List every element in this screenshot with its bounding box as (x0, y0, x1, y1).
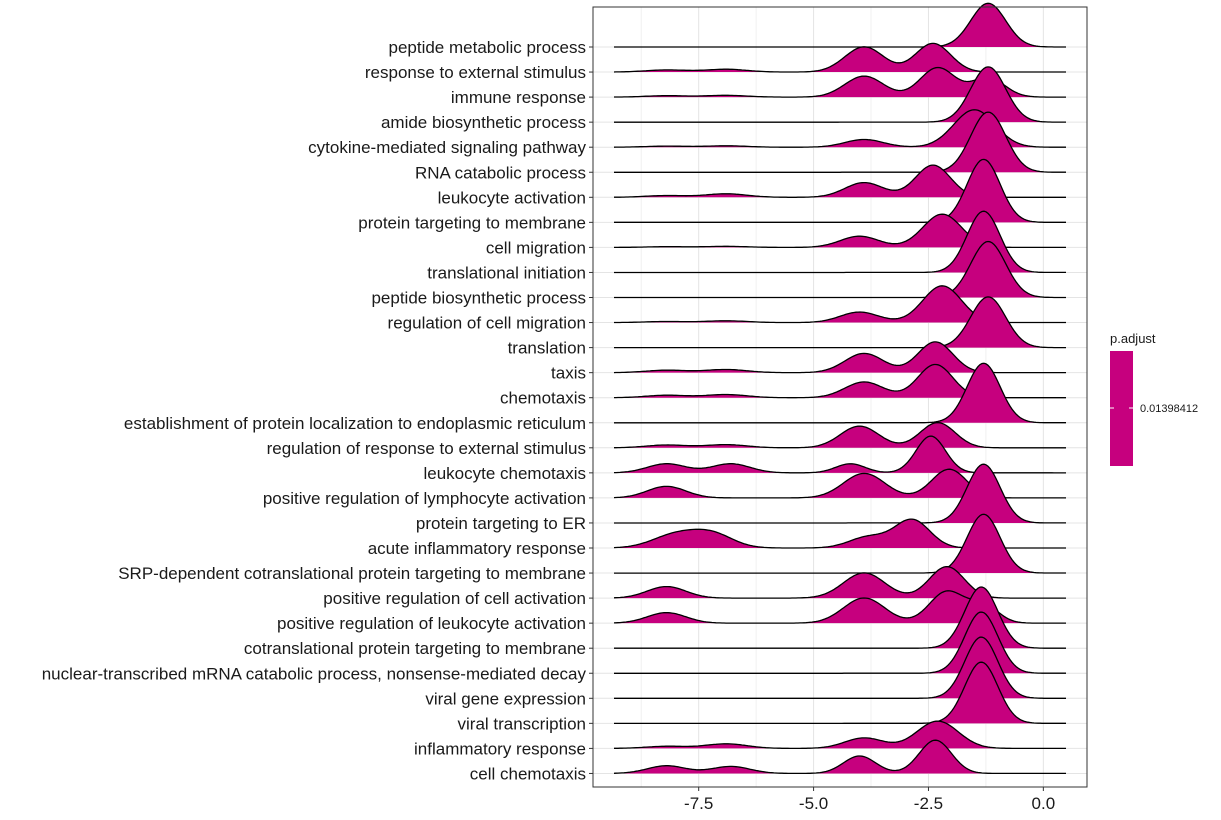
category-label: viral gene expression (425, 689, 586, 708)
ridge-fill (614, 66, 1066, 123)
category-label: cell migration (486, 238, 586, 257)
category-label: regulation of response to external stimu… (267, 439, 586, 458)
category-label: peptide metabolic process (388, 38, 586, 57)
ridge-fill (614, 241, 1066, 298)
category-label: RNA catabolic process (415, 163, 586, 182)
ridge-outline (614, 2, 1066, 48)
ridge-outline (614, 513, 1066, 574)
category-label: translation (508, 339, 586, 358)
ridge-fill (614, 469, 1066, 498)
category-label: leukocyte activation (438, 188, 586, 207)
ridge-fill (614, 464, 1066, 523)
ridge-fill (614, 112, 1066, 173)
legend-color-bar (1110, 351, 1133, 466)
ridge-outline (613, 739, 1066, 775)
ridge-fill (614, 109, 1066, 148)
category-label: cotranslational protein targeting to mem… (244, 639, 586, 658)
category-label: acute inflammatory response (368, 539, 586, 558)
ridge-outline (614, 296, 1066, 349)
ridge-fill (614, 514, 1066, 574)
ridge-outline (614, 210, 1066, 274)
category-label: cytokine-mediated signaling pathway (308, 138, 586, 157)
ridge-fill (614, 363, 1066, 423)
ridge-fill (614, 740, 1066, 774)
ridge-outline (614, 111, 1066, 173)
category-labels: peptide metabolic process response to ext… (42, 38, 593, 783)
ridge-outline (614, 661, 1066, 725)
x-tick-label: -7.5 (684, 794, 713, 813)
category-label: response to external stimulus (365, 63, 586, 82)
ridge-fill (614, 214, 1066, 248)
ridge-outline (614, 240, 1066, 299)
ridge-fill (614, 590, 1066, 624)
legend-title: p.adjust (1110, 331, 1156, 346)
category-label: inflammatory response (414, 739, 586, 758)
category-label: protein targeting to ER (416, 514, 586, 533)
ridge-outline (614, 611, 1066, 674)
ridge-fill (614, 211, 1066, 273)
ridge-fill (614, 341, 1066, 373)
category-label: establishment of protein localization to… (124, 414, 586, 433)
legend-label: 0.01398412 (1140, 403, 1198, 415)
ridge-fill (614, 364, 1066, 398)
ridge-outline (614, 463, 1066, 524)
legend: p.adjust 0.01398412 (1110, 331, 1198, 466)
panel-border (592, 6, 1088, 788)
category-label: nuclear-transcribed mRNA catabolic proce… (42, 664, 587, 683)
category-label: taxis (551, 364, 586, 383)
ridge-outline (614, 362, 1066, 424)
ridge-fill (614, 3, 1066, 48)
category-label: immune response (451, 88, 586, 107)
category-label: regulation of cell migration (388, 314, 586, 333)
category-label: viral transcription (458, 714, 587, 733)
category-label: positive regulation of cell activation (323, 589, 586, 608)
ridge-fill (614, 67, 1066, 98)
ridge-fill (614, 43, 1066, 73)
x-tick-label: -2.5 (914, 794, 943, 813)
category-label: leukocyte chemotaxis (423, 464, 586, 483)
ridge-outline (614, 720, 1066, 750)
ridge-fill (614, 662, 1066, 724)
category-label: chemotaxis (500, 389, 586, 408)
category-label: SRP-dependent cotranslational protein ta… (118, 564, 586, 583)
ridge-outline (614, 66, 1066, 123)
category-label: amide biosynthetic process (381, 113, 586, 132)
ridges (613, 2, 1066, 775)
ridge-outline (614, 586, 1066, 649)
ridge-outline (614, 158, 1066, 223)
x-axis: -7.5 -5.0 -2.5 0.0 (684, 787, 1055, 813)
ridge-fill (614, 566, 1066, 599)
category-label: peptide biosynthetic process (371, 289, 586, 308)
x-tick-label: -5.0 (799, 794, 828, 813)
category-label: translational initiation (427, 263, 586, 282)
ridge-fill (614, 296, 1066, 348)
category-label: positive regulation of leukocyte activat… (277, 614, 586, 633)
ridge-fill (614, 165, 1066, 198)
ridge-fill (614, 285, 1066, 323)
ridge-fill (614, 436, 1066, 473)
ridge-fill (614, 159, 1066, 223)
category-label: positive regulation of lymphocyte activa… (263, 489, 586, 508)
x-tick-label: 0.0 (1032, 794, 1056, 813)
panel-frame (592, 6, 1088, 788)
category-label: protein targeting to membrane (358, 213, 586, 232)
ridge-outline (614, 421, 1066, 449)
category-label: cell chemotaxis (470, 764, 586, 783)
ridge-outline (614, 636, 1066, 699)
ridge-fill (614, 519, 1066, 548)
